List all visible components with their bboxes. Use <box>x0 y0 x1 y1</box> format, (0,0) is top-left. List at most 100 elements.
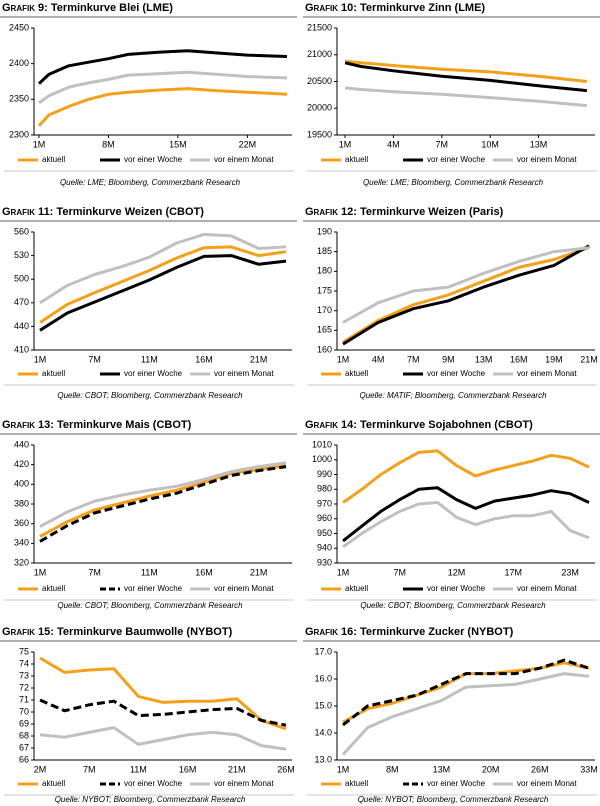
title-text: Terminkurve Zinn (LME) <box>360 2 485 14</box>
legend-label: vor einer Woche <box>124 584 183 593</box>
legend-label: aktuell <box>42 369 65 378</box>
x-tick-label: 7M <box>88 567 101 577</box>
y-tick-label: 21000 <box>307 49 332 59</box>
x-tick-label: 22M <box>239 139 257 149</box>
series-line <box>341 672 590 756</box>
y-tick-label: 2350 <box>9 94 29 104</box>
series-line <box>342 246 590 344</box>
y-tick-label: 440 <box>14 439 29 449</box>
y-tick-label: 1010 <box>312 439 332 449</box>
y-tick-label: 75 <box>19 646 29 656</box>
x-tick-label: 19M <box>545 354 563 364</box>
x-tick-label: 21M <box>250 567 268 577</box>
legend-label: aktuell <box>42 779 65 788</box>
x-tick-label: 11M <box>141 567 158 577</box>
series-line <box>342 449 590 504</box>
x-tick-label: 1M <box>33 139 46 149</box>
legend-label: aktuell <box>345 155 368 164</box>
series-line <box>39 254 287 332</box>
x-tick-label: 16M <box>179 764 197 774</box>
source: Quelle: CBOT; Bloomberg, Commerzbank Res… <box>57 391 243 400</box>
x-tick-label: 20M <box>482 764 500 774</box>
series-line <box>342 501 590 549</box>
x-tick-label: 12M <box>448 567 466 577</box>
series-line <box>39 232 287 305</box>
y-tick-label: 340 <box>14 538 29 548</box>
figure-label: Grafik 9: <box>2 2 48 14</box>
y-tick-label: 440 <box>14 321 29 331</box>
y-tick-label: 1000 <box>312 454 332 464</box>
y-tick-label: 67 <box>19 742 29 752</box>
figure-label: Grafik 16: <box>305 626 357 638</box>
source: Quelle: MATIF; Bloomberg, Commerzbank Re… <box>359 391 547 400</box>
legend-label: aktuell <box>42 584 65 593</box>
title-text: Terminkurve Baumwolle (NYBOT) <box>57 626 233 638</box>
series-line <box>344 61 588 93</box>
x-tick-label: 2M <box>34 764 47 774</box>
y-tick-label: 19500 <box>307 129 332 139</box>
y-tick-label: 940 <box>317 543 332 553</box>
series-line <box>39 245 287 324</box>
legend-label: aktuell <box>345 779 368 788</box>
y-tick-label: 20000 <box>307 103 332 113</box>
source: Quelle: NYBOT; Bloomberg, Commerzbank Re… <box>358 795 549 804</box>
y-tick-label: 410 <box>14 344 29 354</box>
x-tick-label: 21M <box>250 354 268 364</box>
chart-title: Grafik 14: Terminkurve Sojabohnen (CBOT) <box>305 419 533 431</box>
series-line <box>342 661 590 724</box>
y-tick-label: 17.0 <box>314 646 332 656</box>
chart-title: Grafik 12: Terminkurve Weizen (Paris) <box>305 206 504 218</box>
chart-title: Grafik 16: Terminkurve Zucker (NYBOT) <box>305 626 514 638</box>
x-tick-label: 1M <box>337 354 350 364</box>
series-line <box>342 246 590 324</box>
y-tick-label: 68 <box>19 730 29 740</box>
figure-label: Grafik 10: <box>305 2 357 14</box>
legend-label: vor einem Monat <box>517 369 577 378</box>
legend-label: vor einem Monat <box>214 584 274 593</box>
y-tick-label: 320 <box>14 557 29 567</box>
series-line <box>39 698 287 727</box>
legend-label: vor einer Woche <box>124 369 183 378</box>
y-tick-label: 2400 <box>9 58 29 68</box>
series-line <box>344 59 588 83</box>
x-tick-label: 7M <box>88 354 101 364</box>
series-line <box>39 465 287 543</box>
x-tick-label: 11M <box>141 354 158 364</box>
x-tick-label: 7M <box>436 139 449 149</box>
y-tick-label: 970 <box>317 498 332 508</box>
x-tick-label: 1M <box>34 354 47 364</box>
legend-label: vor einem Monat <box>214 779 274 788</box>
x-tick-label: 26M <box>531 764 549 774</box>
x-tick-label: 26M <box>277 764 295 774</box>
series-line <box>342 658 590 727</box>
y-tick-label: 420 <box>14 459 29 469</box>
legend-label: vor einem Monat <box>517 779 577 788</box>
series-line <box>342 244 590 346</box>
y-tick-label: 950 <box>317 528 332 538</box>
legend-label: vor einer Woche <box>427 155 486 164</box>
legend-label: vor einer Woche <box>124 155 183 164</box>
series-line <box>342 486 590 543</box>
x-tick-label: 8M <box>102 139 115 149</box>
chart-title: Grafik 15: Terminkurve Baumwolle (NYBOT) <box>2 626 233 638</box>
x-tick-label: 8M <box>386 764 399 774</box>
y-tick-label: 2450 <box>9 22 29 32</box>
x-tick-label: 1M <box>34 567 47 577</box>
legend-label: aktuell <box>345 584 368 593</box>
x-tick-label: 13M <box>475 354 493 364</box>
y-tick-label: 66 <box>19 754 29 764</box>
x-tick-label: 7M <box>83 764 96 774</box>
y-tick-label: 380 <box>14 498 29 508</box>
series-line <box>39 464 287 538</box>
series-line <box>39 656 287 731</box>
y-tick-label: 160 <box>317 344 332 354</box>
figure-label: Grafik 11: <box>2 206 53 218</box>
figure-label: Grafik 15: <box>2 626 54 638</box>
figure-label: Grafik 12: <box>305 206 357 218</box>
series-line <box>37 87 288 127</box>
y-tick-label: 15.0 <box>314 700 332 710</box>
y-tick-label: 14.0 <box>314 727 332 737</box>
series-line <box>38 70 288 105</box>
x-tick-label: 4M <box>372 354 385 364</box>
